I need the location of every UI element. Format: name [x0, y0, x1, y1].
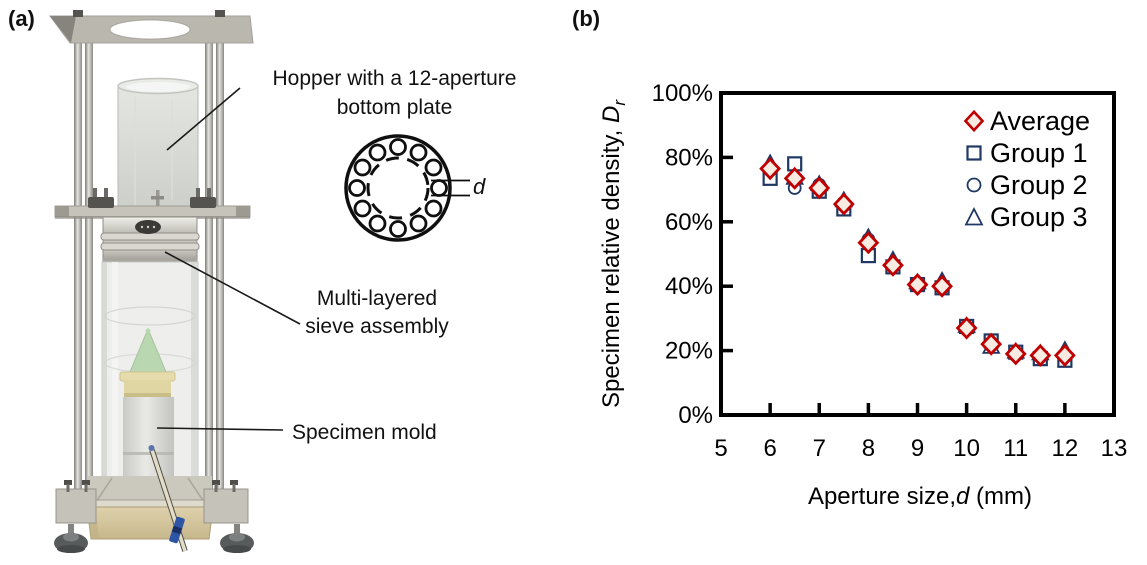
data-point-marker — [931, 274, 953, 298]
x-tick-label: 11 — [1003, 435, 1028, 462]
hopper-annotation: Hopper with a 12-aperture bottom plate — [272, 67, 517, 119]
support-rods — [74, 16, 224, 494]
chart-legend: Average Group 1 Group 2 Group 3 — [963, 105, 1090, 233]
x-axis-title: Aperture size,d (mm) — [807, 483, 1033, 510]
mold-annotation: Specimen mold — [292, 421, 437, 444]
drain-rod — [148, 445, 188, 552]
x-tick-label: 10 — [953, 435, 980, 462]
data-point-marker — [759, 157, 782, 181]
y-tick-label: 20% — [665, 338, 713, 365]
y-tick-label: 0% — [678, 402, 713, 429]
data-point-marker — [808, 176, 831, 200]
mold-collar — [119, 371, 176, 397]
sieve-leader-line — [164, 251, 301, 325]
legend-item-average: Average — [963, 105, 1090, 137]
hopper-cylinder — [117, 77, 199, 214]
data-point-marker — [980, 332, 1003, 356]
aperture-holes — [348, 138, 448, 238]
anchor-plates — [55, 480, 249, 524]
data-point-marker — [955, 316, 978, 340]
group2-legend-marker-icon — [966, 177, 982, 193]
data-point-marker — [1029, 343, 1052, 367]
legend-item-group2: Group 2 — [963, 169, 1090, 201]
aperture-plate-diagram — [344, 134, 470, 242]
y-axis-title: Specimen relative density, Dr — [598, 99, 629, 409]
x-tick-label: 12 — [1052, 435, 1079, 462]
leveling-feet — [54, 524, 254, 553]
group1-legend-marker-icon — [966, 145, 982, 161]
data-point-marker — [857, 231, 880, 255]
x-tick-label: 7 — [813, 435, 826, 462]
plot-frame — [719, 91, 1116, 417]
relative-density-chart: 5 6 7 8 9 10 11 12 13 0% 20% 40% 60% 80% 100% — [652, 80, 1128, 462]
x-tick-label: 13 — [1101, 435, 1128, 462]
hopper-leader-line — [166, 87, 241, 151]
average-legend-marker-icon — [963, 110, 985, 132]
panel-b-label: (b) — [572, 6, 601, 31]
legend-item-group3: Group 3 — [963, 201, 1090, 233]
panel-a-label: (a) — [8, 6, 35, 31]
leader-lines — [156, 87, 301, 431]
plate-oval-hole — [110, 20, 190, 39]
data-point-marker — [783, 166, 806, 190]
sieve-band — [100, 216, 200, 263]
data-point-marker — [832, 192, 855, 216]
legend-item-group1: Group 1 — [963, 137, 1090, 169]
x-tick-label: 6 — [763, 435, 776, 462]
x-tick-label: 5 — [714, 435, 727, 462]
x-tick-label: 9 — [911, 435, 924, 462]
y-tick-label: 40% — [665, 273, 713, 300]
data-point-marker — [906, 273, 929, 297]
y-tick-label: 100% — [652, 80, 713, 107]
base-tray — [83, 476, 217, 540]
data-point-marker — [882, 253, 904, 277]
aperture-dim-label: d — [473, 174, 486, 199]
y-tick-label: 80% — [665, 144, 713, 171]
top-plate — [49, 10, 254, 44]
x-tick-label: 8 — [862, 435, 875, 462]
mold-leader-line — [156, 427, 284, 431]
sieve-annotation: Multi-layered sieve assembly — [305, 287, 449, 338]
apparatus-photo — [49, 10, 470, 553]
y-tick-label: 60% — [665, 209, 713, 236]
data-point-marker — [1004, 342, 1027, 366]
data-point-marker — [1053, 343, 1076, 367]
group3-legend-marker-icon — [964, 207, 984, 226]
